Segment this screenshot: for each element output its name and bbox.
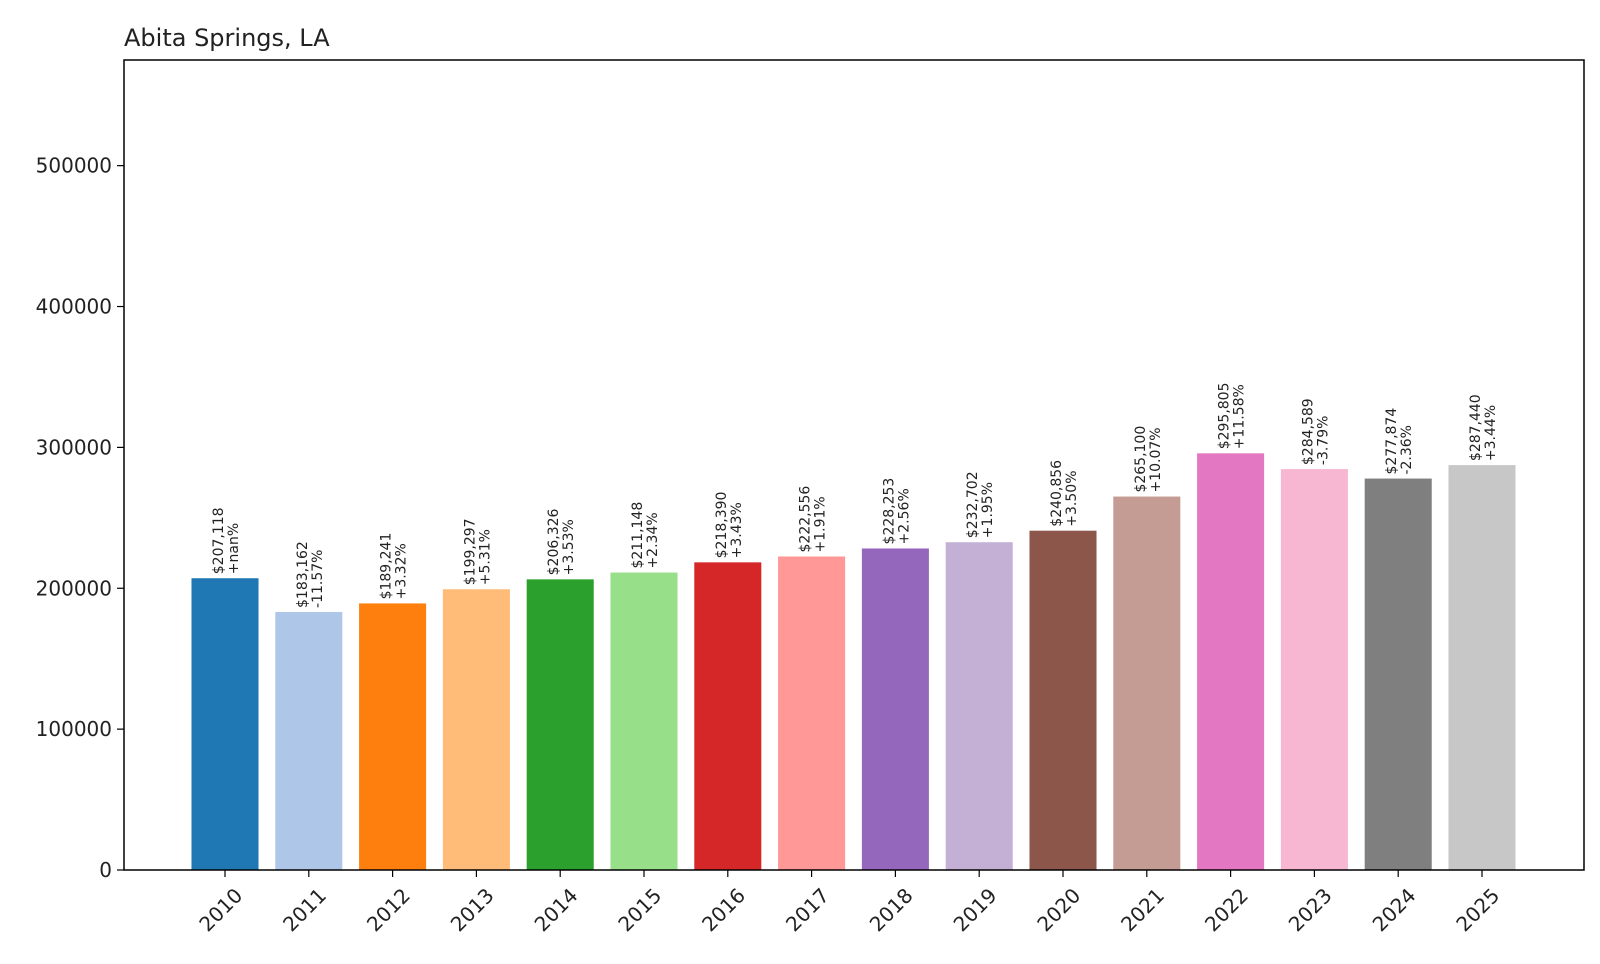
bar-2018 bbox=[861, 548, 929, 870]
x-axis: 2010 2011 2012 2013 2014 2015 2016 2017 2018 2019… bbox=[194, 870, 1504, 936]
x-tick-label: 2018 bbox=[865, 883, 918, 936]
bar-2022 bbox=[1197, 453, 1265, 870]
bar-value-label: $206,326+3.53% bbox=[546, 508, 577, 575]
bar-2012 bbox=[359, 603, 427, 870]
y-tick-label: 0 bbox=[99, 858, 112, 882]
y-tick-label: 300000 bbox=[36, 435, 112, 459]
bar-2017 bbox=[778, 556, 846, 870]
bar-2025 bbox=[1448, 465, 1516, 870]
x-tick-label: 2015 bbox=[613, 883, 666, 936]
x-tick-label: 2012 bbox=[362, 883, 415, 936]
x-tick-label: 2024 bbox=[1368, 883, 1421, 936]
bar-value-label: $287,440+3.44% bbox=[1468, 394, 1499, 461]
bar-2010 bbox=[191, 578, 259, 870]
bar-value-label: $183,162-11.57% bbox=[295, 541, 326, 608]
bar-value-label: $199,297+5.31% bbox=[462, 518, 493, 585]
bar-value-label: $232,702+1.95% bbox=[965, 471, 996, 538]
bar-value-label: $189,241+3.32% bbox=[379, 533, 410, 600]
y-axis: 0 100000 200000 300000 400000 500000 bbox=[36, 154, 124, 882]
bar-labels-layer: $207,118+nan% $183,162-11.57% $189,241+3.3… bbox=[211, 382, 1499, 607]
x-tick-label: 2014 bbox=[530, 883, 583, 936]
bar-2021 bbox=[1113, 496, 1181, 870]
bar-value-label: $222,556+1.91% bbox=[798, 486, 829, 553]
x-tick-label: 2010 bbox=[194, 883, 247, 936]
chart-title: Abita Springs, LA bbox=[124, 24, 330, 52]
x-tick-label: 2013 bbox=[446, 883, 499, 936]
bar-2014 bbox=[526, 579, 594, 870]
bar-value-label: $295,805+11.58% bbox=[1217, 382, 1248, 449]
bar-2024 bbox=[1364, 478, 1432, 870]
y-tick-label: 400000 bbox=[36, 295, 112, 319]
bar-2023 bbox=[1280, 469, 1348, 870]
bar-2016 bbox=[694, 562, 762, 870]
bar-value-label: $265,100+10.07% bbox=[1133, 426, 1164, 493]
x-tick-label: 2022 bbox=[1200, 883, 1253, 936]
y-tick-label: 500000 bbox=[36, 154, 112, 178]
bar-2020 bbox=[1029, 530, 1097, 870]
x-tick-label: 2011 bbox=[278, 883, 331, 936]
bar-value-label: $211,148+2.34% bbox=[630, 502, 661, 569]
bars-layer bbox=[191, 453, 1516, 870]
bar-value-label: $228,253+2.56% bbox=[881, 478, 912, 545]
bar-2015 bbox=[610, 572, 678, 870]
x-tick-label: 2020 bbox=[1032, 883, 1085, 936]
plot-frame bbox=[123, 59, 1585, 871]
y-tick-label: 200000 bbox=[36, 576, 112, 600]
x-tick-label: 2025 bbox=[1451, 883, 1504, 936]
y-tick-label: 100000 bbox=[36, 717, 112, 741]
x-tick-label: 2016 bbox=[697, 883, 750, 936]
bar-2013 bbox=[442, 589, 510, 870]
x-tick-label: 2017 bbox=[781, 883, 834, 936]
bar-value-label: $240,856+3.50% bbox=[1049, 460, 1080, 527]
bar-value-label: $218,390+3.43% bbox=[714, 492, 745, 559]
x-tick-label: 2019 bbox=[949, 883, 1002, 936]
bar-2019 bbox=[945, 542, 1013, 870]
bar-value-label: $277,874-2.36% bbox=[1384, 408, 1415, 475]
bar-value-label: $207,118+nan% bbox=[211, 507, 242, 574]
bar-value-label: $284,589-3.79% bbox=[1300, 398, 1331, 465]
x-tick-label: 2021 bbox=[1116, 883, 1169, 936]
x-tick-label: 2023 bbox=[1284, 883, 1337, 936]
bar-2011 bbox=[275, 611, 343, 870]
